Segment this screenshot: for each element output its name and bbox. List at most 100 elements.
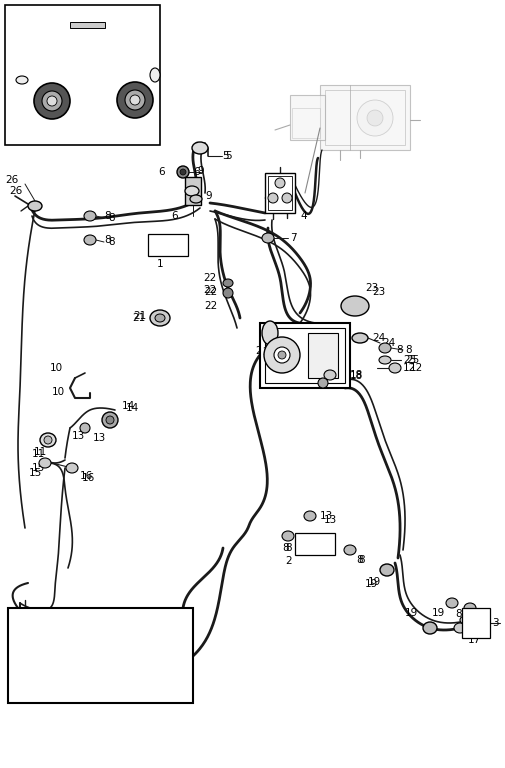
- Text: 22: 22: [203, 285, 216, 295]
- Text: 24: 24: [371, 333, 384, 343]
- Bar: [268, 176, 291, 210]
- Text: 8: 8: [281, 543, 288, 553]
- Ellipse shape: [189, 195, 201, 203]
- Text: 6: 6: [192, 167, 199, 177]
- Text: 21: 21: [132, 313, 145, 323]
- Text: 5: 5: [225, 151, 231, 161]
- Text: 25: 25: [402, 355, 416, 365]
- Text: 16: 16: [82, 473, 95, 483]
- Ellipse shape: [180, 169, 186, 175]
- Ellipse shape: [378, 343, 390, 353]
- Ellipse shape: [343, 545, 356, 555]
- Text: 8: 8: [404, 345, 411, 355]
- Text: 26: 26: [5, 175, 18, 185]
- Ellipse shape: [80, 423, 90, 433]
- Ellipse shape: [149, 68, 160, 82]
- Ellipse shape: [177, 166, 189, 178]
- Bar: [265, 328, 344, 383]
- Bar: [324, 90, 404, 145]
- Ellipse shape: [388, 363, 400, 373]
- Ellipse shape: [106, 416, 114, 424]
- Text: 18: 18: [316, 537, 328, 545]
- Text: 17: 17: [467, 611, 480, 621]
- Ellipse shape: [463, 603, 475, 613]
- Text: 6: 6: [158, 167, 165, 177]
- Text: 14: 14: [122, 401, 135, 411]
- Ellipse shape: [66, 463, 78, 473]
- Bar: [260, 323, 349, 388]
- Text: 15: 15: [32, 463, 45, 473]
- Text: 9: 9: [205, 191, 211, 201]
- Text: 20: 20: [262, 347, 275, 357]
- Ellipse shape: [223, 279, 232, 287]
- Ellipse shape: [16, 76, 28, 84]
- Text: 26: 26: [9, 186, 22, 196]
- Text: 24: 24: [381, 338, 394, 348]
- Ellipse shape: [262, 233, 274, 243]
- Text: 13: 13: [319, 511, 333, 521]
- Ellipse shape: [317, 378, 327, 388]
- Ellipse shape: [445, 598, 457, 608]
- Ellipse shape: [340, 296, 368, 316]
- Bar: [289, 95, 324, 140]
- Ellipse shape: [185, 186, 198, 196]
- Ellipse shape: [366, 110, 382, 126]
- Text: 19: 19: [367, 577, 380, 587]
- Bar: [147, 234, 188, 256]
- Ellipse shape: [304, 511, 316, 521]
- Ellipse shape: [277, 351, 285, 359]
- Ellipse shape: [34, 83, 70, 119]
- Text: 19: 19: [404, 608, 418, 618]
- Ellipse shape: [268, 193, 277, 203]
- Text: 8: 8: [284, 543, 291, 553]
- Ellipse shape: [453, 623, 465, 633]
- Text: 11: 11: [32, 449, 45, 459]
- Ellipse shape: [459, 616, 469, 624]
- Text: 17: 17: [463, 614, 475, 623]
- Text: 11: 11: [34, 447, 47, 457]
- Bar: [5, 5, 160, 145]
- Text: 13: 13: [323, 515, 337, 525]
- Text: 1: 1: [157, 259, 163, 269]
- Bar: [185, 177, 200, 205]
- Text: 8: 8: [104, 211, 111, 221]
- Text: 8: 8: [358, 555, 364, 565]
- Text: 15: 15: [29, 468, 42, 478]
- Text: 19: 19: [364, 579, 378, 589]
- Text: 8: 8: [104, 235, 111, 245]
- Text: 19: 19: [463, 625, 475, 634]
- Ellipse shape: [102, 412, 118, 428]
- Ellipse shape: [47, 96, 57, 106]
- Ellipse shape: [155, 314, 165, 322]
- Bar: [265, 173, 294, 213]
- Text: 8: 8: [395, 345, 402, 355]
- Text: 3: 3: [491, 618, 497, 628]
- Ellipse shape: [281, 193, 291, 203]
- Text: 10: 10: [50, 363, 63, 373]
- Text: 8: 8: [356, 555, 362, 565]
- Text: 20: 20: [255, 346, 268, 356]
- Text: 16: 16: [296, 537, 308, 545]
- Text: 23: 23: [364, 283, 378, 293]
- Ellipse shape: [264, 337, 299, 373]
- Text: 18: 18: [349, 370, 363, 380]
- Text: 25: 25: [405, 355, 419, 365]
- Text: 8: 8: [108, 213, 115, 223]
- Text: 10: 10: [52, 387, 65, 397]
- Text: 8: 8: [454, 609, 461, 619]
- Bar: [291, 108, 319, 138]
- Ellipse shape: [281, 531, 293, 541]
- Ellipse shape: [262, 321, 277, 345]
- Text: 16: 16: [80, 471, 93, 481]
- Ellipse shape: [223, 288, 232, 298]
- Text: 12: 12: [409, 363, 422, 373]
- Ellipse shape: [422, 622, 436, 634]
- Ellipse shape: [274, 347, 289, 363]
- Ellipse shape: [40, 433, 56, 447]
- Ellipse shape: [42, 91, 62, 111]
- Ellipse shape: [84, 211, 96, 221]
- Text: 18: 18: [349, 371, 363, 381]
- Ellipse shape: [125, 90, 145, 110]
- Text: 4: 4: [299, 211, 306, 221]
- Text: 21: 21: [133, 311, 146, 321]
